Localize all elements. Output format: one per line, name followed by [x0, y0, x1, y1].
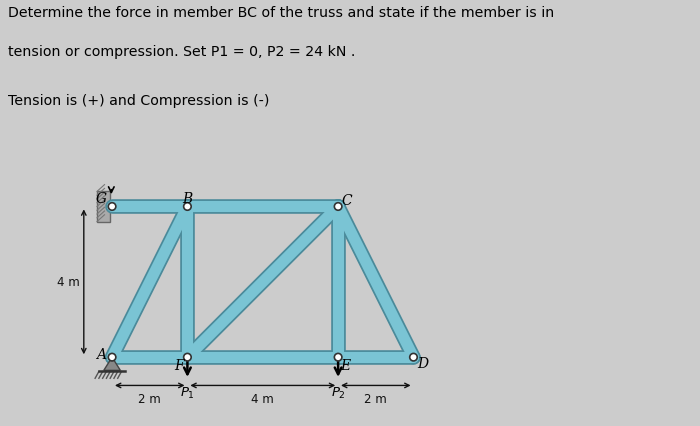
- Circle shape: [108, 203, 116, 211]
- Text: 4 m: 4 m: [57, 276, 79, 289]
- Text: A: A: [97, 347, 106, 361]
- Text: Tension is (+) and Compression is (-): Tension is (+) and Compression is (-): [8, 94, 270, 108]
- Text: F: F: [174, 359, 184, 373]
- Text: E: E: [340, 359, 350, 373]
- Text: C: C: [341, 193, 351, 207]
- Circle shape: [108, 354, 116, 361]
- Circle shape: [335, 203, 342, 211]
- Bar: [97, 192, 110, 222]
- Text: Determine the force in member BC of the truss and state if the member is in: Determine the force in member BC of the …: [8, 6, 554, 20]
- Text: tension or compression. Set P1 = 0, P2 = 24 kN .: tension or compression. Set P1 = 0, P2 =…: [8, 45, 356, 59]
- Text: $P_2$: $P_2$: [330, 385, 346, 400]
- Circle shape: [410, 354, 417, 361]
- Text: 4 m: 4 m: [251, 392, 274, 405]
- Text: 2 m: 2 m: [139, 392, 161, 405]
- Circle shape: [335, 354, 342, 361]
- Text: B: B: [182, 192, 192, 206]
- Circle shape: [183, 354, 191, 361]
- Polygon shape: [104, 357, 120, 371]
- Text: D: D: [417, 356, 428, 370]
- Circle shape: [183, 203, 191, 211]
- Text: G: G: [96, 192, 107, 206]
- Text: 2 m: 2 m: [365, 392, 387, 405]
- Text: $P_1$: $P_1$: [180, 385, 195, 400]
